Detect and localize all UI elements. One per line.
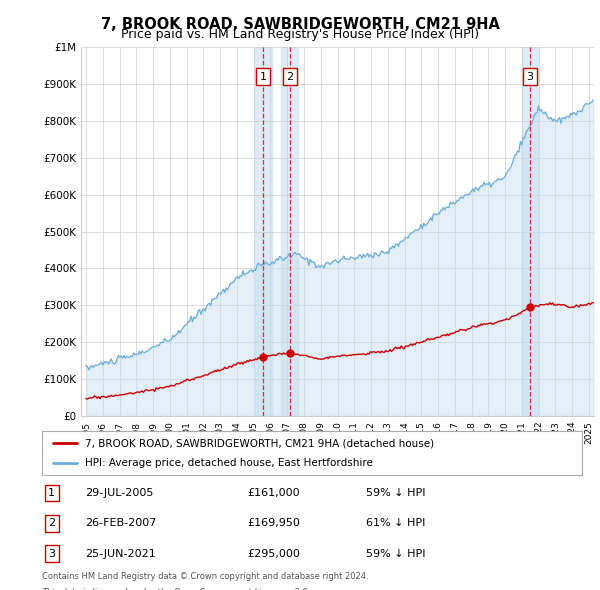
Text: 59% ↓ HPI: 59% ↓ HPI [366,488,425,498]
Text: 1: 1 [260,72,267,81]
Text: 59% ↓ HPI: 59% ↓ HPI [366,549,425,559]
Text: 26-FEB-2007: 26-FEB-2007 [85,519,157,528]
Text: £295,000: £295,000 [247,549,300,559]
Text: 2: 2 [48,519,55,528]
Text: £169,950: £169,950 [247,519,300,528]
Text: 7, BROOK ROAD, SAWBRIDGEWORTH, CM21 9HA (detached house): 7, BROOK ROAD, SAWBRIDGEWORTH, CM21 9HA … [85,438,434,448]
Text: 2: 2 [286,72,293,81]
Text: 3: 3 [526,72,533,81]
Text: This data is licensed under the Open Government Licence v3.0.: This data is licensed under the Open Gov… [42,588,310,590]
Text: 7, BROOK ROAD, SAWBRIDGEWORTH, CM21 9HA: 7, BROOK ROAD, SAWBRIDGEWORTH, CM21 9HA [101,17,499,31]
Text: Contains HM Land Registry data © Crown copyright and database right 2024.: Contains HM Land Registry data © Crown c… [42,572,368,581]
Text: Price paid vs. HM Land Registry's House Price Index (HPI): Price paid vs. HM Land Registry's House … [121,28,479,41]
Bar [255,47,272,416]
Text: 25-JUN-2021: 25-JUN-2021 [85,549,156,559]
Text: HPI: Average price, detached house, East Hertfordshire: HPI: Average price, detached house, East… [85,458,373,467]
Text: 61% ↓ HPI: 61% ↓ HPI [366,519,425,528]
Bar [521,47,538,416]
Bar [281,47,298,416]
Text: 3: 3 [48,549,55,559]
Text: £161,000: £161,000 [247,488,300,498]
Text: 29-JUL-2005: 29-JUL-2005 [85,488,154,498]
Text: 1: 1 [48,488,55,498]
